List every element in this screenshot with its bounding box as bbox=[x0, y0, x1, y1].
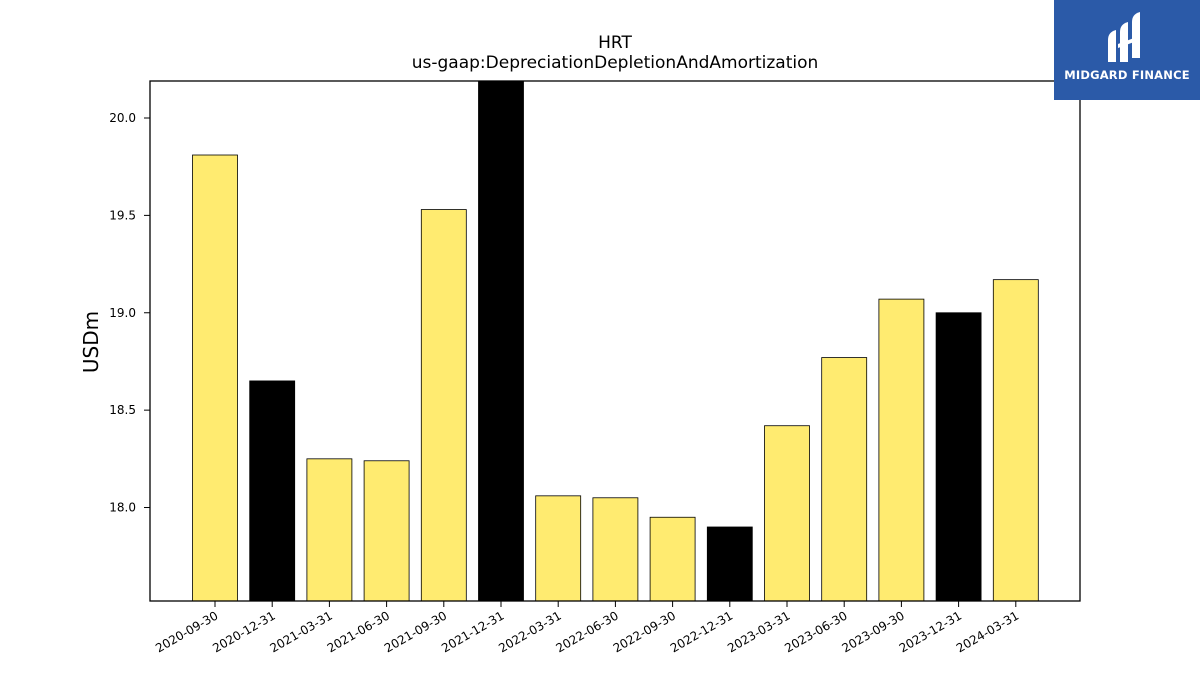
bar-2020-12-31 bbox=[249, 380, 296, 602]
x-tick-label: 2021-09-30 bbox=[382, 608, 449, 655]
chart-title: HRT bbox=[598, 33, 632, 53]
bar-2022-12-31 bbox=[706, 526, 753, 602]
x-tick-label: 2023-06-30 bbox=[782, 608, 849, 655]
logo-text: MIDGARD FINANCE bbox=[1064, 68, 1190, 82]
x-tick-label: 2023-12-31 bbox=[897, 608, 964, 655]
bars-group bbox=[192, 80, 1039, 602]
x-tick-label: 2022-06-30 bbox=[553, 608, 620, 655]
x-tick-label: 2023-03-31 bbox=[725, 608, 792, 655]
bar-2024-03-31 bbox=[992, 279, 1039, 602]
x-tick-label: 2022-03-31 bbox=[496, 608, 563, 655]
bar-2023-03-31 bbox=[764, 425, 810, 602]
x-tick-label: 2020-09-30 bbox=[153, 608, 220, 655]
x-tick-label: 2020-12-31 bbox=[210, 608, 277, 655]
bar-2020-09-30 bbox=[192, 154, 238, 602]
x-tick-label: 2024-03-31 bbox=[954, 608, 1021, 655]
bar-2022-06-30 bbox=[592, 497, 639, 602]
x-tick-label: 2022-12-31 bbox=[668, 608, 735, 655]
bar-2022-03-31 bbox=[535, 495, 582, 602]
bar-2021-12-31 bbox=[478, 80, 524, 602]
bar-2023-12-31 bbox=[935, 312, 982, 602]
bar-2021-06-30 bbox=[363, 460, 410, 602]
bar-2021-09-30 bbox=[420, 209, 467, 602]
y-axis-label: USDm bbox=[79, 311, 103, 373]
bar-2023-06-30 bbox=[821, 357, 868, 602]
plot-frame bbox=[149, 80, 1081, 602]
chart-subtitle: us-gaap:DepreciationDepletionAndAmortiza… bbox=[412, 53, 819, 73]
x-tick-label: 2021-12-31 bbox=[439, 608, 506, 655]
y-tick-label: 19.0 bbox=[109, 306, 136, 320]
midgard-logo-icon bbox=[1108, 12, 1140, 62]
y-tick-label: 18.0 bbox=[109, 501, 136, 515]
y-tick-label: 19.5 bbox=[109, 208, 136, 222]
x-tick-label: 2021-03-31 bbox=[267, 608, 334, 655]
y-tick-label: 18.5 bbox=[109, 403, 136, 417]
bar-2021-03-31 bbox=[306, 458, 353, 602]
x-ticks-group: 2020-09-302020-12-312021-03-312021-06-30… bbox=[153, 601, 1021, 655]
brand-logo: MIDGARD FINANCE bbox=[1054, 0, 1200, 100]
x-tick-label: 2022-09-30 bbox=[611, 608, 678, 655]
y-ticks-group: 18.0 18.5 19.0 19.5 20.0 bbox=[109, 111, 150, 515]
bar-2022-09-30 bbox=[649, 516, 696, 602]
x-tick-label: 2021-06-30 bbox=[325, 608, 392, 655]
bar-2023-09-30 bbox=[878, 298, 925, 602]
x-tick-label: 2023-09-30 bbox=[839, 608, 906, 655]
y-tick-label: 20.0 bbox=[109, 111, 136, 125]
